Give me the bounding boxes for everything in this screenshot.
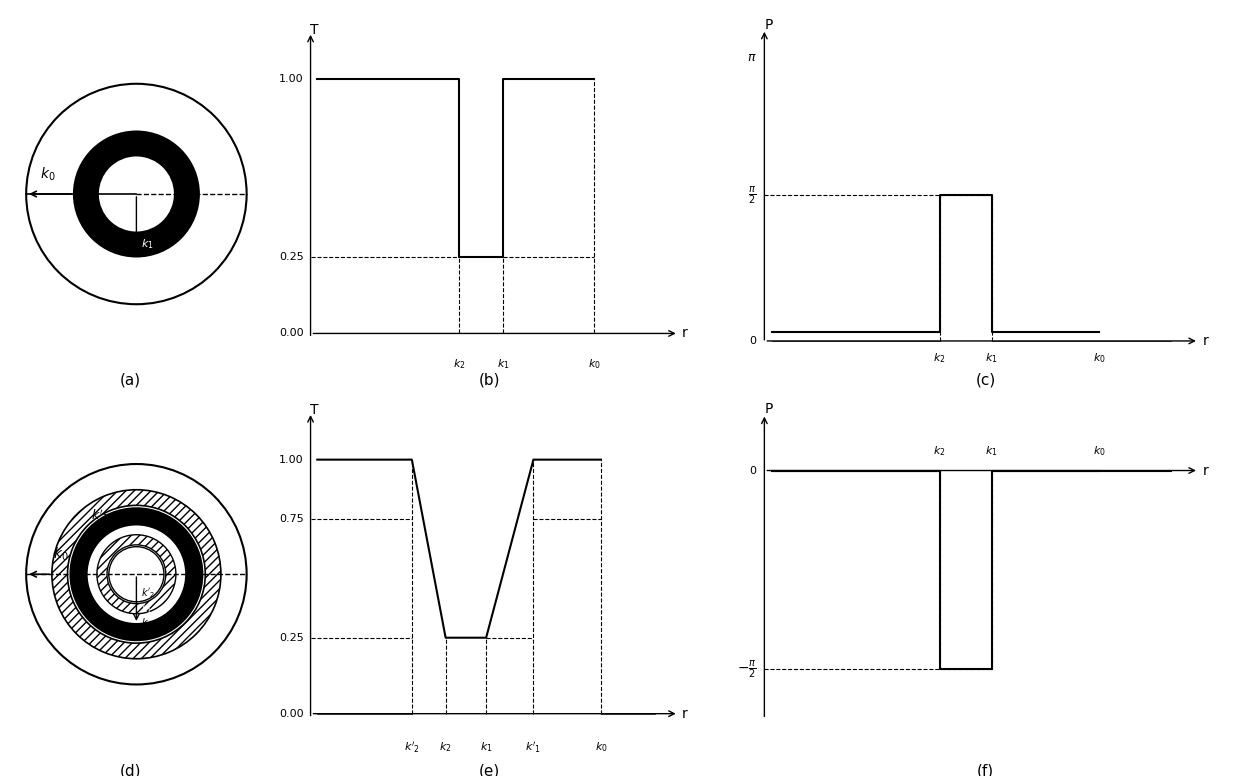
Text: P: P	[764, 18, 773, 32]
Text: 0: 0	[749, 336, 756, 346]
Text: $k_1$: $k_1$	[497, 357, 510, 371]
Text: $k_1$: $k_1$	[480, 740, 492, 753]
Text: r: r	[682, 707, 688, 721]
Circle shape	[87, 525, 186, 624]
Text: (d): (d)	[119, 764, 141, 776]
Text: T: T	[310, 403, 319, 417]
Text: $k_2$: $k_2$	[141, 616, 153, 630]
Text: $k_2$: $k_2$	[934, 352, 946, 365]
Text: (f): (f)	[977, 764, 994, 776]
Text: P: P	[764, 402, 773, 416]
Text: $\pi$: $\pi$	[746, 51, 756, 64]
Text: $k_1$: $k_1$	[986, 444, 998, 458]
Text: $k_1$: $k_1$	[141, 602, 153, 616]
Text: (e): (e)	[479, 764, 501, 776]
Text: 1.00: 1.00	[279, 455, 304, 465]
Text: r: r	[682, 327, 688, 341]
Text: $-\frac{\pi}{2}$: $-\frac{\pi}{2}$	[737, 658, 756, 680]
Circle shape	[98, 155, 175, 233]
Text: 0.00: 0.00	[279, 328, 304, 338]
Text: $k_0$: $k_0$	[41, 165, 56, 183]
Text: r: r	[1203, 463, 1209, 477]
Text: $k_1$: $k_1$	[986, 352, 998, 365]
Text: $k_0$: $k_0$	[588, 357, 600, 371]
Text: (b): (b)	[479, 372, 501, 387]
Text: 0.25: 0.25	[279, 252, 304, 262]
Text: 1.00: 1.00	[279, 74, 304, 85]
Text: $k_0$: $k_0$	[1092, 444, 1106, 458]
Text: $k_2$: $k_2$	[141, 215, 154, 228]
Text: 0: 0	[749, 466, 756, 476]
Text: $k_0$: $k_0$	[1092, 352, 1106, 365]
Circle shape	[109, 546, 164, 602]
Text: (a): (a)	[119, 372, 141, 387]
Text: $k'_2$: $k'_2$	[141, 586, 155, 600]
Text: 0.00: 0.00	[279, 708, 304, 719]
Text: $\frac{\pi}{2}$: $\frac{\pi}{2}$	[748, 184, 756, 206]
Text: T: T	[310, 23, 319, 36]
Circle shape	[71, 508, 202, 640]
Text: $k_0$: $k_0$	[594, 740, 608, 753]
Text: $k'_1$: $k'_1$	[526, 740, 542, 754]
Text: $k'_2$: $k'_2$	[404, 740, 420, 754]
Text: $k_1$: $k_1$	[141, 237, 154, 251]
Text: $k'_1$: $k'_1$	[91, 508, 109, 524]
Circle shape	[74, 132, 198, 256]
Text: $k_2$: $k_2$	[453, 357, 465, 371]
Text: 0.75: 0.75	[279, 514, 304, 524]
Text: $k_0$: $k_0$	[53, 546, 69, 563]
Text: 0.25: 0.25	[279, 632, 304, 643]
Text: r: r	[1203, 334, 1209, 348]
Text: $k_2$: $k_2$	[934, 444, 946, 458]
Text: (c): (c)	[976, 372, 996, 387]
Text: $k_2$: $k_2$	[439, 740, 451, 753]
